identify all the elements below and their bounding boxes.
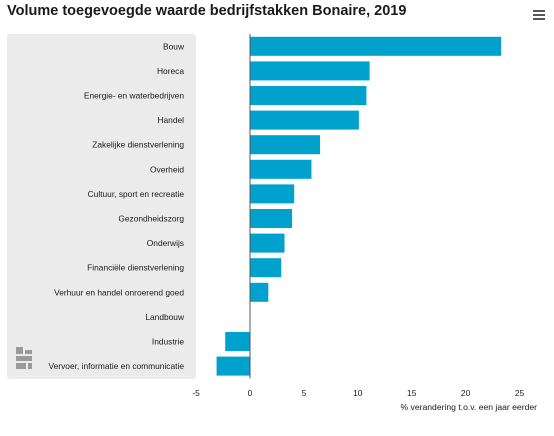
x-tick-label: 20: [461, 388, 471, 398]
bar: [250, 159, 312, 179]
category-label: Landbouw: [145, 312, 185, 322]
x-tick-label: 15: [407, 388, 417, 398]
category-label: Gezondheidszorg: [118, 214, 184, 224]
category-label: Energie- en waterbedrijven: [84, 91, 184, 101]
bar: [250, 110, 359, 130]
category-label: Handel: [157, 115, 184, 125]
bar: [250, 209, 293, 228]
x-axis-title: % verandering t.o.v. een jaar eerder: [400, 402, 537, 412]
bar: [250, 135, 321, 155]
category-label: Industrie: [152, 337, 184, 347]
category-label: Horeca: [157, 66, 184, 76]
x-tick-label: 25: [515, 388, 525, 398]
bar: [250, 184, 295, 204]
bar: [216, 356, 250, 376]
x-tick-label: 0: [248, 388, 253, 398]
bar: [250, 36, 502, 56]
chart-title: Volume toegevoegde waarde bedrijfstakken…: [7, 3, 407, 19]
bar: [250, 258, 282, 278]
bar: [250, 86, 367, 105]
category-label: Verhuur en handel onroerend goed: [54, 287, 184, 297]
bar: [250, 233, 285, 253]
bar: [250, 61, 370, 81]
cbs-logo-icon: [16, 347, 32, 369]
category-label: Cultuur, sport en recreatie: [88, 189, 185, 199]
bar: [250, 282, 269, 302]
x-tick-label: -5: [192, 388, 200, 398]
category-label: Zakelijke dienstverlening: [92, 140, 184, 150]
x-tick-label: 5: [302, 388, 307, 398]
x-tick-label: 10: [353, 388, 363, 398]
category-label: Overheid: [150, 164, 184, 174]
category-label: Vervoer, informatie en communicatie: [49, 361, 185, 371]
hamburger-menu-icon[interactable]: [533, 9, 545, 21]
category-label: Financiële dienstverlening: [87, 263, 184, 273]
bar: [225, 332, 250, 351]
category-label: Bouw: [163, 41, 185, 51]
category-label-panel: [7, 34, 196, 379]
category-label: Onderwijs: [147, 238, 184, 248]
